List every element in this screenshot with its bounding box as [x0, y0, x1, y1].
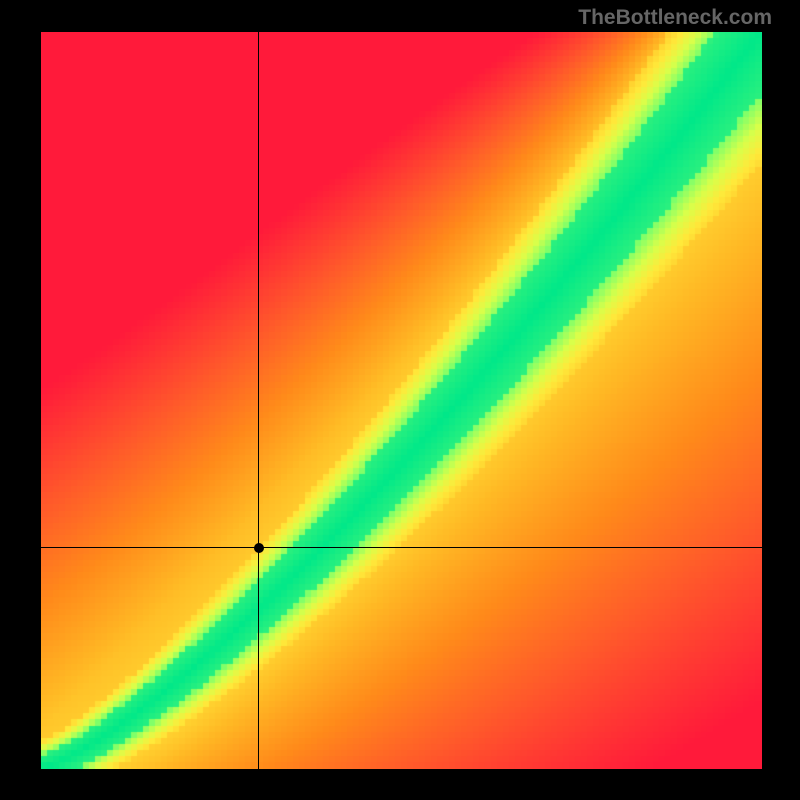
crosshair-horizontal — [41, 547, 762, 548]
crosshair-vertical — [258, 32, 259, 769]
crosshair-point — [254, 543, 264, 553]
chart-container: { "watermark": { "text": "TheBottleneck.… — [0, 0, 800, 800]
heatmap-canvas — [41, 32, 762, 769]
plot-area — [41, 32, 762, 769]
watermark-text: TheBottleneck.com — [578, 6, 772, 30]
